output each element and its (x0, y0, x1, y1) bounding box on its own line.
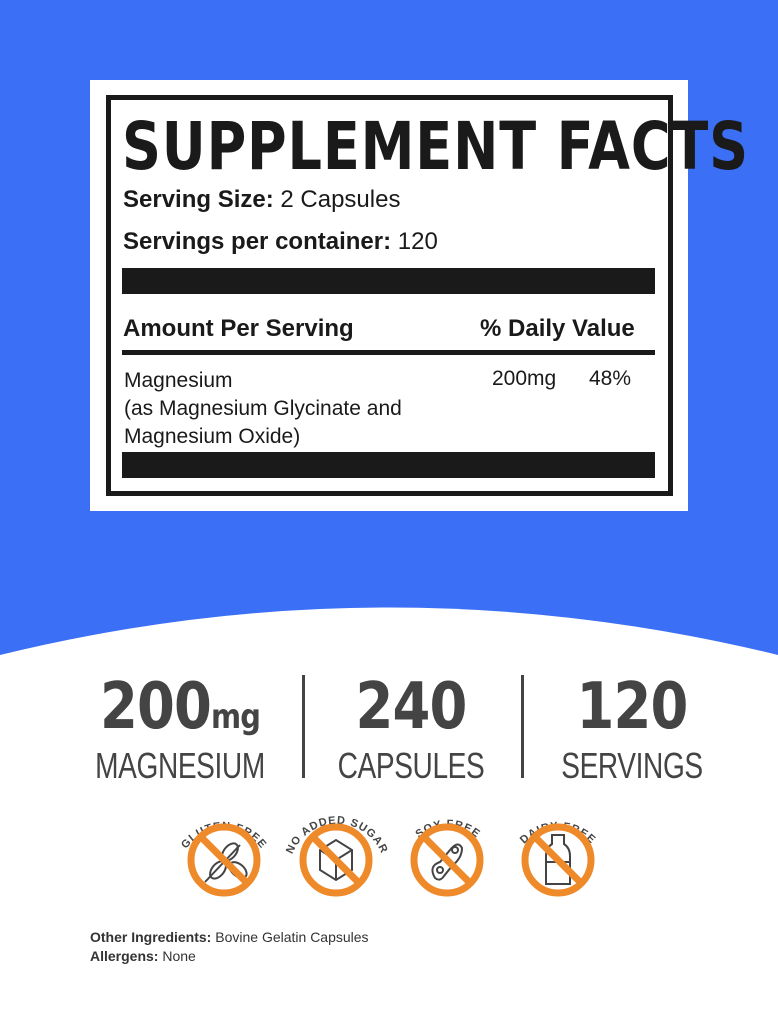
nutrient-amount: 200mg (492, 367, 557, 390)
label-title: SUPPLEMENT FACTS (122, 108, 749, 185)
nutrient-dv: 48% (589, 367, 632, 390)
badge-dairy-free: DAIRY FREE (518, 820, 597, 897)
amount-header: Amount Per Serving (123, 315, 354, 342)
serving-size: Serving Size: 2 Capsules (123, 186, 401, 213)
supplement-facts-card (90, 80, 688, 511)
stat-magnesium: 200mg MAGNESIUM (95, 670, 265, 786)
badge-soy-free: SOY FREE (410, 818, 484, 897)
svg-text:NO ADDED SUGAR: NO ADDED SUGAR (284, 815, 390, 856)
dv-header: % Daily Value (480, 315, 635, 342)
divider-bar (122, 452, 655, 478)
nutrient-name: Magnesium (as Magnesium Glycinate and Magn… (124, 369, 402, 448)
allergens: Allergens: None (90, 948, 196, 964)
soybean-icon (431, 843, 464, 881)
badge-gluten-free: GLUTEN FREE (179, 820, 268, 897)
badge-no-added-sugar: NO ADDED SUGAR (284, 815, 390, 897)
divider-bar (122, 268, 655, 294)
stat-divider (521, 675, 524, 778)
supplement-facts-border (106, 95, 673, 496)
header-rule (122, 350, 655, 355)
stat-capsules: 240 CAPSULES (337, 670, 485, 786)
stat-servings: 120 SERVINGS (561, 670, 703, 786)
servings-per-container: Servings per container: 120 (123, 228, 438, 255)
stat-divider (302, 675, 305, 778)
other-ingredients: Other Ingredients: Bovine Gelatin Capsul… (90, 929, 369, 945)
badges: GLUTEN FREE NO ADDED SUGAR SOY FREE DAIR… (179, 815, 597, 897)
